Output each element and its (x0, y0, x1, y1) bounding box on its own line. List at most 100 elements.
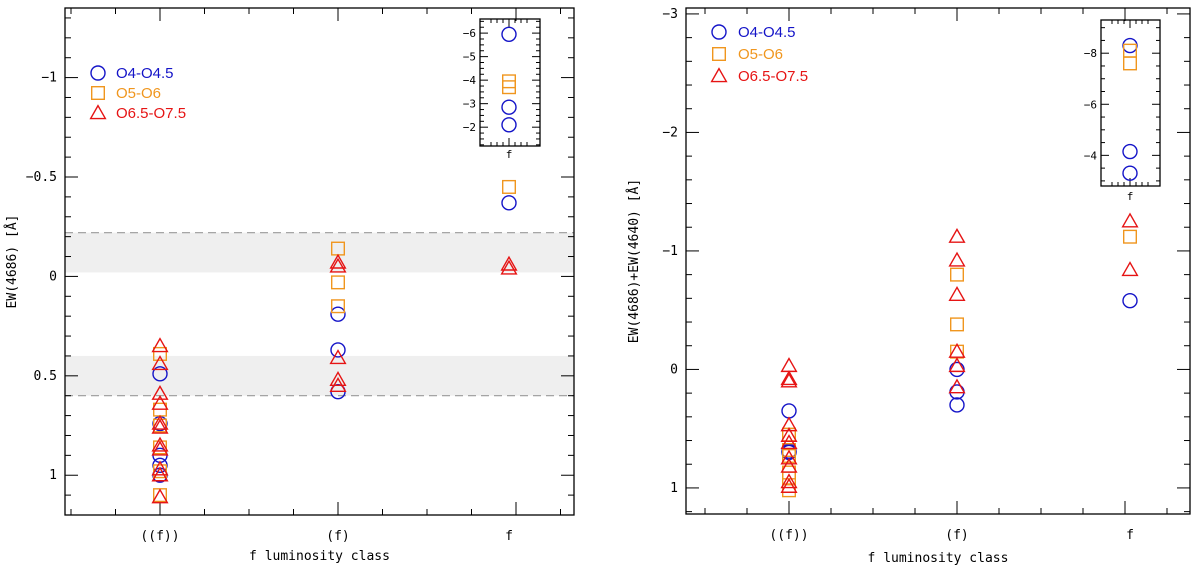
inset-y-tick-label: −4 (463, 74, 477, 87)
data-point-triangle (780, 427, 798, 443)
y-tick-label: 0.5 (34, 369, 57, 384)
data-point-square (950, 267, 965, 282)
left-panel: 1 0.5 0 −0.5 −1 ((f)) (f) f f luminosity class EW… (4, 7, 575, 564)
plot-frame (64, 7, 575, 516)
data-point-triangle (151, 488, 169, 504)
data-point-triangle (151, 460, 169, 476)
data-point-triangle (1121, 261, 1139, 277)
data-point-circle (330, 342, 346, 358)
data-point-circle (501, 195, 517, 211)
plot-frame (685, 7, 1191, 515)
data-point-triangle (500, 255, 518, 271)
inset-data-point-square (502, 80, 517, 95)
legend-marker-triangle (710, 67, 728, 83)
x-tick-label: (f) (945, 528, 968, 543)
data-point-circle (1122, 292, 1138, 309)
data-point-square (950, 317, 965, 332)
data-point-triangle (948, 227, 966, 243)
data-point-circle (949, 361, 965, 378)
x-tick-label: (f) (326, 529, 349, 544)
legend-marker-square (90, 85, 105, 100)
y-tick-label: 1 (670, 481, 678, 496)
data-point-triangle (780, 477, 798, 493)
data-point-circle (781, 403, 797, 419)
data-point-triangle (948, 342, 966, 358)
y-tick-label: −2 (662, 125, 678, 140)
data-point-triangle (948, 251, 966, 267)
data-point-triangle (780, 457, 798, 473)
data-point-triangle (151, 384, 169, 400)
data-point-triangle (780, 416, 798, 432)
y-tick-label: −1 (662, 244, 678, 259)
data-point-triangle (780, 449, 798, 465)
y-axis-label: EW(4686) [Å] (4, 215, 20, 309)
x-axis-label: f luminosity class (249, 549, 390, 564)
data-point-triangle (151, 394, 169, 410)
inset-data-point-circle (1122, 143, 1138, 160)
inset-data-point-circle (1122, 165, 1138, 181)
x-tick-label: f (1126, 528, 1134, 543)
y-tick-label: 1 (49, 468, 57, 483)
data-point-triangle (1121, 212, 1139, 228)
inset-x-tick-label: f (1127, 190, 1134, 203)
inset-data-point-circle (501, 26, 517, 42)
legend-marker-circle (711, 24, 727, 40)
data-point-triangle (329, 253, 347, 269)
data-point-circle (330, 306, 346, 322)
data-point-triangle (329, 371, 347, 387)
legend-label: O5-O6 (738, 46, 783, 63)
inset-plot: −6 −5 −4 −3 −2 f (463, 18, 541, 161)
data-point-triangle (329, 257, 347, 273)
inset-frame (479, 18, 541, 147)
inset-data-point-circle (501, 117, 517, 133)
inset-data-point-circle (1122, 37, 1138, 54)
legend-label: O5-O6 (116, 85, 161, 102)
data-point-square (502, 179, 517, 194)
data-point-triangle (151, 436, 169, 452)
data-point-triangle (329, 377, 347, 392)
data-point-triangle (329, 349, 347, 365)
inset-data-point-circle (501, 99, 517, 115)
y-tick-label: −3 (662, 7, 678, 22)
x-axis-label: f luminosity class (868, 551, 1009, 566)
legend-label: O4-O4.5 (116, 65, 174, 82)
inset-y-tick-label: −4 (1084, 149, 1098, 162)
data-point-square (331, 275, 346, 290)
data-point-circle (949, 397, 965, 413)
right-panel: 1 0 −1 −2 −3 ((f)) (f) f f luminosity class EW(46… (626, 7, 1191, 566)
data-point-circle (781, 444, 797, 461)
x-tick-label: ((f)) (140, 529, 179, 544)
legend-label: O6.5-O7.5 (116, 105, 186, 122)
inset-y-tick-label: −5 (463, 51, 476, 64)
data-point-square (331, 299, 346, 314)
data-point-triangle (780, 370, 798, 386)
y-axis-label: EW(4686)+EW(4640) [Å] (626, 179, 642, 343)
data-point-triangle (948, 286, 966, 301)
data-point-triangle (500, 259, 518, 275)
data-point-triangle (151, 337, 169, 353)
data-point-circle (152, 366, 168, 382)
legend-marker-square (712, 47, 727, 62)
data-point-triangle (151, 418, 169, 434)
inset-data-point-square (1122, 56, 1137, 71)
data-point-square (152, 464, 167, 479)
data-point-triangle (151, 466, 169, 482)
inset-y-tick-label: −8 (1084, 47, 1097, 60)
legend-marker-circle (90, 65, 106, 81)
data-point-triangle (151, 414, 169, 430)
legend-label: O4-O4.5 (738, 24, 796, 41)
data-point-triangle (780, 473, 798, 489)
legend-marker-triangle (89, 104, 107, 120)
data-point-triangle (948, 378, 966, 394)
data-point-square (1122, 229, 1137, 244)
inset-y-tick-label: −6 (463, 27, 476, 40)
y-tick-label: 0 (670, 362, 678, 377)
y-tick-label: −0.5 (26, 170, 57, 185)
inset-plot: −8 −6 −4 f (1084, 19, 1161, 203)
shaded-band (65, 355, 574, 396)
x-tick-label: f (505, 529, 513, 544)
data-point-triangle (151, 440, 169, 456)
data-point-triangle (780, 434, 798, 450)
inset-y-tick-label: −2 (463, 121, 476, 134)
